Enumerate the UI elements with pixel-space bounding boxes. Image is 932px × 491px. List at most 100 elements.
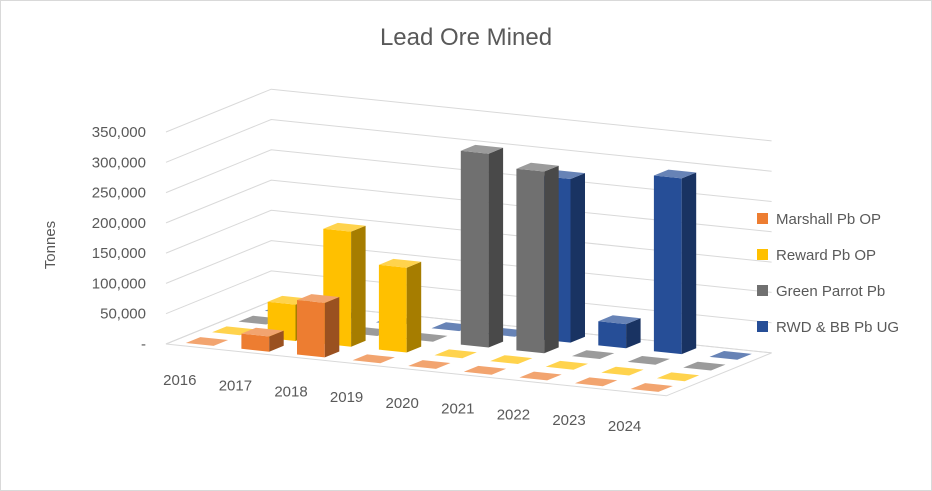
bar bbox=[297, 294, 340, 358]
bar-face bbox=[627, 356, 670, 365]
bar-face bbox=[570, 173, 585, 343]
bar-face bbox=[545, 360, 588, 370]
bar-face bbox=[572, 350, 615, 359]
bar bbox=[463, 365, 507, 375]
bar bbox=[519, 371, 562, 381]
bar bbox=[460, 144, 504, 348]
bar bbox=[490, 355, 533, 364]
bar-face bbox=[709, 351, 752, 360]
y-tick-label: 100,000 bbox=[92, 275, 146, 292]
bar bbox=[408, 360, 451, 369]
bar bbox=[601, 366, 644, 376]
bar-face bbox=[630, 383, 673, 392]
bar bbox=[683, 361, 726, 371]
bar-face bbox=[241, 327, 284, 337]
bar-face bbox=[297, 300, 325, 358]
x-tick-label: 2017 bbox=[219, 378, 252, 395]
x-tick-label: 2019 bbox=[330, 389, 363, 406]
bar-face bbox=[598, 321, 627, 349]
bar-face bbox=[241, 333, 270, 352]
bar-face bbox=[463, 365, 507, 375]
y-tick-label: 50,000 bbox=[100, 306, 146, 323]
bar bbox=[185, 337, 229, 346]
x-tick-label: 2018 bbox=[274, 383, 307, 400]
bar bbox=[575, 377, 618, 387]
legend-swatch bbox=[757, 321, 768, 332]
bar-face bbox=[378, 258, 422, 268]
legend-label: Reward Pb OP bbox=[776, 247, 876, 264]
x-tick-label: 2022 bbox=[497, 406, 530, 423]
bar-face bbox=[656, 372, 700, 382]
bar-face bbox=[516, 162, 559, 172]
bar-face bbox=[601, 366, 644, 376]
bar-face bbox=[681, 172, 697, 355]
bar bbox=[545, 360, 588, 370]
bar-face bbox=[683, 361, 726, 371]
bar-face bbox=[653, 175, 682, 355]
bar-face bbox=[408, 360, 451, 369]
legend-label: RWD & BB Pb UG bbox=[776, 319, 899, 336]
bar-face bbox=[185, 337, 229, 346]
x-tick-label: 2021 bbox=[441, 401, 474, 418]
bar bbox=[656, 372, 700, 382]
bar-face bbox=[352, 354, 395, 364]
bar bbox=[241, 327, 284, 352]
bar-face bbox=[323, 222, 366, 232]
y-tick-label: 250,000 bbox=[92, 185, 146, 202]
bar bbox=[627, 356, 670, 365]
x-tick-label: 2016 bbox=[163, 372, 196, 389]
legend-label: Green Parrot Pb bbox=[776, 283, 885, 300]
bar-face bbox=[544, 165, 559, 354]
y-tick-label: 300,000 bbox=[92, 154, 146, 171]
bar-face bbox=[598, 315, 641, 325]
gridline bbox=[165, 270, 772, 324]
y-axis-ticks: - 50,000 100,000 150,000 200,000 250,000 300,0… bbox=[92, 124, 146, 353]
legend-swatch bbox=[757, 249, 768, 260]
chart-title: Lead Ore Mined bbox=[380, 24, 552, 51]
x-tick-label: 2023 bbox=[552, 412, 585, 429]
bar-face bbox=[351, 225, 366, 347]
bar-face bbox=[460, 144, 504, 154]
bar-face bbox=[378, 264, 407, 353]
bar-face bbox=[434, 349, 477, 359]
x-tick-label: 2020 bbox=[386, 395, 419, 412]
bar-face bbox=[653, 169, 697, 179]
bar bbox=[516, 162, 559, 354]
bar bbox=[598, 315, 641, 349]
x-tick-label: 2024 bbox=[608, 418, 641, 435]
bars bbox=[185, 144, 752, 392]
bar bbox=[572, 350, 615, 359]
bar-face bbox=[460, 150, 489, 348]
legend-swatch bbox=[757, 285, 768, 296]
y-tick-label: - bbox=[141, 336, 146, 353]
bar-face bbox=[324, 297, 340, 358]
y-tick-label: 200,000 bbox=[92, 215, 146, 232]
legend-swatch bbox=[757, 213, 768, 224]
bar bbox=[709, 351, 752, 360]
gridline bbox=[165, 179, 772, 233]
bar-face bbox=[519, 371, 562, 381]
bar bbox=[653, 169, 697, 355]
y-axis-label: Tonnes bbox=[42, 221, 59, 269]
legend-label: Marshall Pb OP bbox=[776, 211, 881, 228]
bar-face bbox=[626, 318, 641, 349]
gridline bbox=[165, 88, 772, 142]
legend: Marshall Pb OP Reward Pb OP Green Parrot P… bbox=[757, 211, 899, 336]
floor bbox=[165, 300, 772, 397]
bar-face bbox=[406, 261, 422, 353]
bar-face bbox=[297, 294, 340, 303]
gridline bbox=[165, 149, 772, 202]
bar bbox=[630, 383, 673, 392]
x-axis-ticks: 2016 2017 2018 2019 2020 2021 2022 2023 2024 bbox=[163, 372, 641, 435]
gridline bbox=[165, 118, 772, 172]
gridline bbox=[165, 240, 772, 293]
bar-face bbox=[516, 168, 545, 354]
bar bbox=[434, 349, 477, 359]
y-tick-label: 150,000 bbox=[92, 245, 146, 262]
bar-face bbox=[490, 355, 533, 364]
bar bbox=[378, 258, 422, 353]
y-tick-label: 350,000 bbox=[92, 124, 146, 141]
gridline bbox=[165, 209, 772, 263]
